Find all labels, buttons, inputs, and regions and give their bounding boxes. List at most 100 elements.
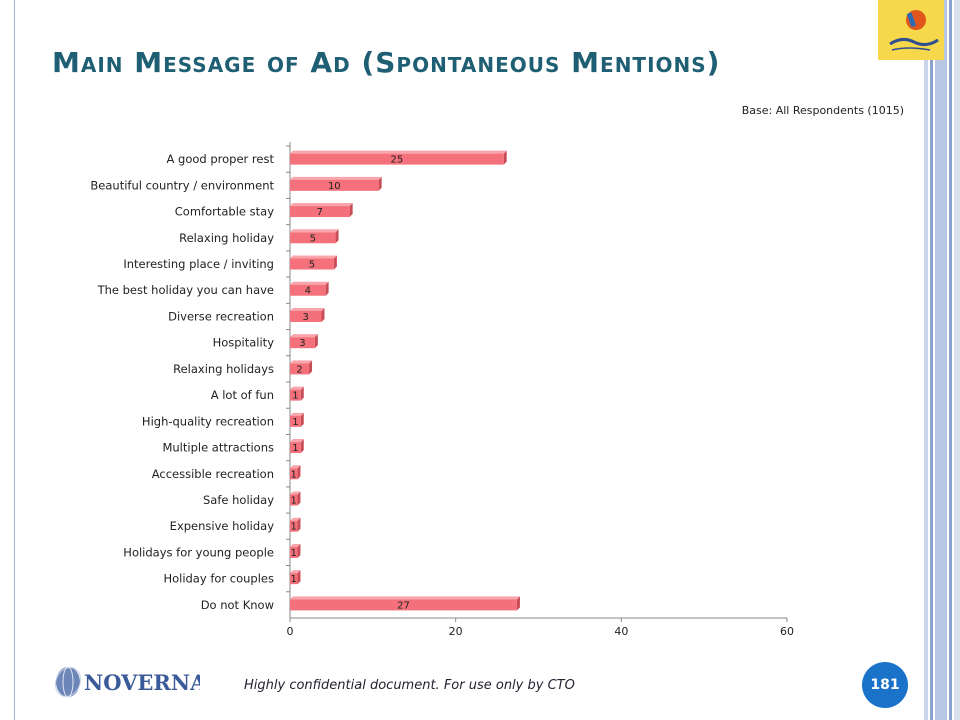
category-label: A good proper rest (167, 152, 275, 166)
category-label: A lot of fun (211, 388, 274, 402)
bar-side (349, 203, 353, 218)
bar-top (290, 543, 301, 547)
bar-side (297, 570, 301, 585)
bar-chart: A good proper rest 2 5 Beautiful country / … (90, 142, 794, 638)
bar-value-label: 1 (291, 522, 297, 533)
bar-value-label: 2 (296, 364, 302, 375)
category-label: Holiday for couples (163, 572, 274, 586)
category-label: Hospitality (213, 336, 275, 350)
bar (290, 468, 298, 480)
bar-side (333, 255, 337, 270)
bar (290, 258, 334, 270)
page-title: Main Message of Ad (Spontaneous Mentions… (52, 46, 721, 79)
footer-note: Highly confidential document. For use on… (244, 678, 575, 693)
bar-top (290, 229, 339, 233)
bar-side (335, 229, 339, 244)
bar-side (309, 360, 313, 375)
bar-value-label: 7 (317, 207, 323, 218)
bar-top (290, 465, 301, 469)
left-rule (14, 0, 15, 720)
bar (290, 442, 301, 454)
bar-top (290, 360, 313, 364)
bar (290, 494, 298, 506)
bar (290, 520, 298, 532)
bar-value-label: 1 (291, 469, 297, 480)
category-label: Expensive holiday (170, 519, 275, 533)
bar-side (378, 176, 382, 191)
noverna-globe-icon: NOVERNA (54, 666, 207, 698)
bar-side (300, 412, 304, 427)
noverna-logo: NOVERNA (38, 648, 207, 714)
category-label: Do not Know (201, 598, 274, 612)
bar (290, 153, 504, 165)
category-label: Beautiful country / environment (90, 178, 274, 192)
bar-value-label: 10 (328, 181, 341, 192)
bar-side (300, 386, 304, 401)
bar (290, 599, 517, 611)
bar-value-label: 1 (292, 417, 298, 428)
bar-side (297, 465, 301, 480)
bar-side (297, 517, 301, 532)
category-label: High-quality recreation (142, 414, 274, 428)
bar-side (516, 596, 520, 611)
bar (290, 232, 336, 244)
bar-side (297, 491, 301, 506)
bar-top (290, 150, 507, 154)
category-label: The best holiday you can have (97, 283, 274, 297)
bar-top (290, 255, 337, 259)
bar-top (290, 386, 304, 390)
bar-value-label: 1 (292, 391, 298, 402)
bar-value-label: 1 (291, 496, 297, 507)
bar-top (290, 281, 329, 285)
category-label: Relaxing holidays (173, 362, 274, 376)
bar (290, 179, 379, 191)
category-label: Relaxing holiday (179, 231, 274, 245)
bar-value-label: 1 (291, 574, 297, 585)
bar (290, 284, 326, 296)
category-label: Comfortable stay (175, 205, 274, 219)
bar (290, 337, 315, 349)
bar-top (290, 439, 304, 443)
category-label: Interesting place / inviting (123, 257, 274, 271)
bar-top (290, 176, 382, 180)
bar-top (290, 517, 301, 521)
bar-value-label: 1 (291, 548, 297, 559)
category-label: Safe holiday (203, 493, 274, 507)
bar-side (321, 307, 325, 322)
page-number-badge: 181 (862, 662, 908, 708)
bar-value-label: 1 (292, 443, 298, 454)
bar-value-label: 5 (309, 260, 315, 271)
x-tick-label: 60 (780, 625, 794, 638)
bar-value-label: 27 (397, 600, 410, 611)
x-tick-label: 40 (614, 625, 628, 638)
bar-top (290, 570, 301, 574)
bar-top (290, 596, 520, 600)
x-tick-label: 0 (287, 625, 294, 638)
brand-text: NOVERNA (84, 670, 200, 695)
bar (290, 389, 301, 401)
bar-value-label: 3 (299, 338, 305, 349)
bar-side (325, 281, 329, 296)
bar-top (290, 307, 325, 311)
cyprus-logo-icon (889, 10, 939, 51)
bar-top (290, 334, 318, 338)
category-label: Holidays for young people (123, 545, 274, 559)
cyprus-logo (878, 0, 944, 60)
bar (290, 310, 322, 322)
bar (290, 546, 298, 558)
bar-top (290, 412, 304, 416)
bar (290, 363, 310, 375)
category-label: Diverse recreation (168, 309, 274, 323)
bar-side (503, 150, 507, 165)
bar-side (300, 439, 304, 454)
bar (290, 206, 350, 218)
bar (290, 415, 301, 427)
bar-value-label: 3 (303, 312, 309, 323)
bar-side (297, 543, 301, 558)
right-decorative-stripes (924, 0, 960, 720)
bar-value-label: 5 (310, 233, 316, 244)
bar-top (290, 491, 301, 495)
x-tick-label: 20 (449, 625, 463, 638)
bar-side (314, 334, 318, 349)
bar-value-label: 4 (305, 286, 311, 297)
